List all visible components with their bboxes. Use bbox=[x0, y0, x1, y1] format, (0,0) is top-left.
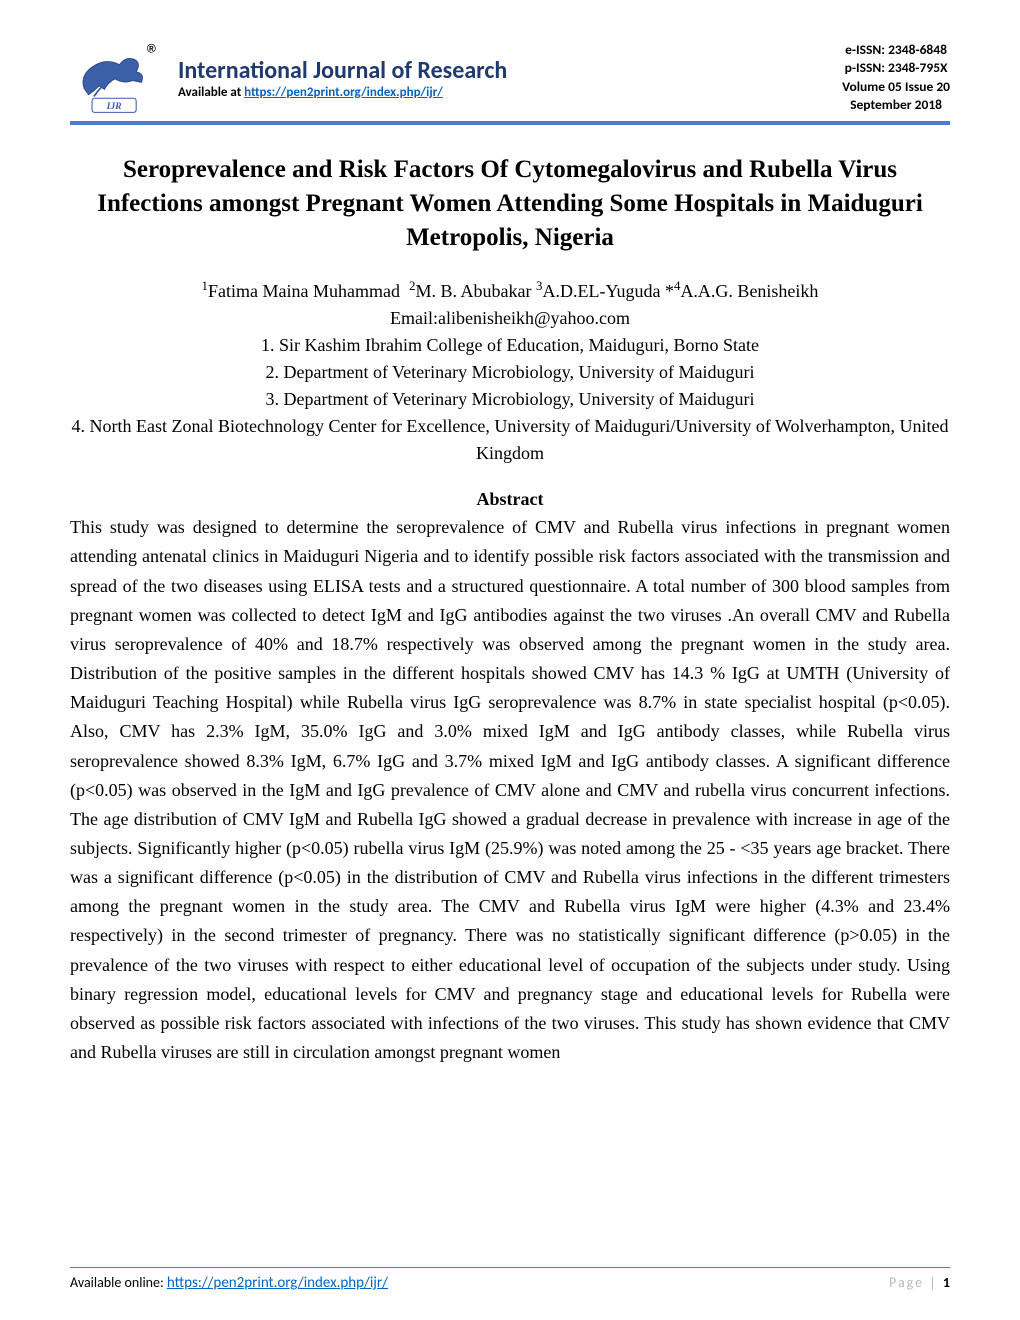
footer-url-link[interactable]: https://pen2print.org/index.php/ijr/ bbox=[167, 1274, 388, 1292]
affiliation-3: 3. Department of Veterinary Microbiology… bbox=[70, 386, 950, 413]
corresponding-email: Email:alibenisheikh@yahoo.com bbox=[70, 305, 950, 332]
journal-availability: Available at https://pen2print.org/index… bbox=[178, 85, 507, 100]
page-sep: | bbox=[924, 1274, 943, 1291]
logo-block: ® IJR International Journal of Research … bbox=[70, 40, 507, 115]
affiliation-4: 4. North East Zonal Biotechnology Center… bbox=[70, 413, 950, 467]
footer-left: Available online: https://pen2print.org/… bbox=[70, 1274, 388, 1292]
authors-line: 1Fatima Maina Muhammad 2M. B. Abubakar 3… bbox=[70, 276, 950, 305]
affiliation-1: 1. Sir Kashim Ibrahim College of Educati… bbox=[70, 332, 950, 359]
svg-text:IJR: IJR bbox=[106, 101, 123, 112]
journal-url-link[interactable]: https://pen2print.org/index.php/ijr/ bbox=[244, 85, 443, 100]
svg-text:®: ® bbox=[147, 41, 156, 55]
eissn: e-ISSN: 2348-6848 bbox=[842, 41, 950, 59]
volume-issue: Volume 05 Issue 20 bbox=[842, 78, 950, 96]
issue-date: September 2018 bbox=[842, 96, 950, 114]
page-word: Page bbox=[889, 1274, 924, 1291]
journal-title-block: International Journal of Research Availa… bbox=[178, 56, 507, 100]
article-title: Seroprevalence and Risk Factors Of Cytom… bbox=[70, 153, 950, 254]
page-number: 1 bbox=[943, 1274, 950, 1291]
affiliation-2: 2. Department of Veterinary Microbiology… bbox=[70, 359, 950, 386]
page-header: ® IJR International Journal of Research … bbox=[70, 40, 950, 125]
availability-prefix: Available at bbox=[178, 85, 244, 100]
abstract-heading: Abstract bbox=[70, 489, 950, 510]
affiliations: 1. Sir Kashim Ibrahim College of Educati… bbox=[70, 332, 950, 467]
footer-page: Page | 1 bbox=[889, 1274, 950, 1292]
abstract-body: This study was designed to determine the… bbox=[70, 513, 950, 1067]
journal-title: International Journal of Research bbox=[178, 56, 507, 85]
issue-meta: e-ISSN: 2348-6848 p-ISSN: 2348-795X Volu… bbox=[842, 41, 950, 114]
pissn: p-ISSN: 2348-795X bbox=[842, 59, 950, 77]
footer-label: Available online: bbox=[70, 1274, 167, 1291]
page-footer: Available online: https://pen2print.org/… bbox=[70, 1267, 950, 1292]
journal-logo: ® IJR bbox=[70, 40, 160, 115]
